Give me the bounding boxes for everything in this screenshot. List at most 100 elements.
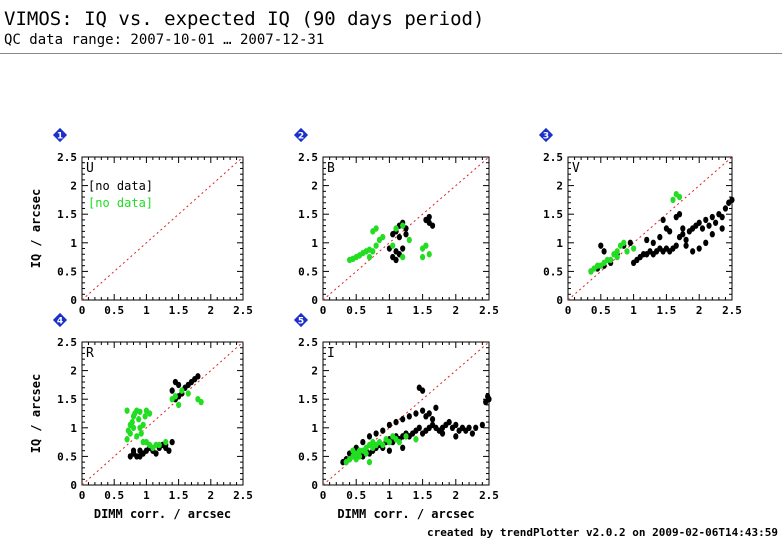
data-point-black bbox=[153, 450, 159, 457]
data-point-black bbox=[696, 219, 702, 226]
data-point-green bbox=[676, 193, 683, 201]
data-point-green bbox=[406, 236, 412, 244]
data-point-black bbox=[416, 424, 422, 431]
x-tick-label: 1 bbox=[386, 304, 393, 317]
x-tick-label: 1 bbox=[386, 489, 393, 502]
y-tick-label: 2.5 bbox=[298, 151, 318, 164]
data-point-green bbox=[134, 433, 140, 440]
x-tick-label: 1 bbox=[143, 489, 150, 502]
y-axis-label: IQ / arcsec bbox=[29, 189, 43, 268]
x-tick-label: 2 bbox=[452, 489, 459, 502]
data-point-black bbox=[400, 416, 406, 423]
data-point-green bbox=[198, 398, 204, 406]
x-tick-label: 0.5 bbox=[104, 304, 124, 317]
data-point-black bbox=[373, 430, 379, 437]
y-tick-label: 0 bbox=[70, 294, 77, 307]
data-point-green bbox=[373, 242, 379, 249]
y-tick-label: 0 bbox=[556, 294, 563, 307]
y-tick-label: 2 bbox=[311, 180, 318, 193]
data-point-black bbox=[386, 421, 392, 429]
plot-frame bbox=[81, 341, 244, 486]
data-point-green bbox=[400, 222, 406, 229]
data-point-black bbox=[601, 248, 607, 255]
one-to-one-reference-line bbox=[81, 341, 244, 486]
x-tick-label: 0.5 bbox=[346, 489, 366, 502]
data-point-green bbox=[140, 438, 146, 446]
data-point-black bbox=[466, 424, 472, 431]
data-point-green bbox=[370, 228, 376, 235]
data-point-black bbox=[473, 424, 479, 431]
data-point-black bbox=[453, 433, 459, 440]
data-point-black bbox=[713, 219, 719, 226]
data-point-green bbox=[420, 253, 426, 261]
x-tick-label: 2 bbox=[696, 304, 703, 317]
y-tick-label: 0 bbox=[311, 294, 318, 307]
data-point-black bbox=[393, 418, 399, 426]
chart-panel-r: 4 0 0.5 1 1.5 2 2.5 0 0.5 1 1.5 2 2.5 R IQ / arcsec DIM… bbox=[29, 312, 253, 521]
y-tick-label: 1.5 bbox=[57, 393, 77, 406]
data-point-black bbox=[683, 236, 689, 244]
data-point-green bbox=[413, 436, 419, 443]
data-point-black bbox=[709, 213, 715, 221]
data-point-black bbox=[423, 216, 429, 224]
x-tick-label: 2.5 bbox=[479, 489, 499, 502]
data-point-black bbox=[400, 245, 406, 252]
x-tick-label: 1.5 bbox=[656, 304, 676, 317]
plot-frame bbox=[322, 156, 490, 301]
data-point-black bbox=[696, 245, 702, 252]
data-point-black bbox=[683, 242, 689, 249]
data-point-black bbox=[446, 418, 452, 426]
band-label: I bbox=[327, 346, 335, 361]
chart-panel-u: 1 0 0.5 1 1.5 2 2.5 0 0.5 1 1.5 2 2.5 U [no data] [no d… bbox=[29, 127, 253, 317]
data-point-green bbox=[137, 408, 143, 415]
y-tick-label: 2.5 bbox=[57, 336, 77, 349]
y-tick-label: 1 bbox=[70, 422, 77, 435]
data-point-green bbox=[176, 401, 182, 409]
data-point-green bbox=[163, 438, 169, 446]
data-point-black bbox=[486, 396, 492, 403]
data-point-black bbox=[469, 430, 475, 437]
y-tick-label: 1.5 bbox=[57, 208, 77, 221]
x-tick-label: 1 bbox=[630, 304, 637, 317]
data-point-green bbox=[396, 438, 402, 446]
data-point-green bbox=[386, 438, 392, 446]
data-point-black bbox=[703, 239, 709, 246]
y-tick-label: 1 bbox=[311, 237, 318, 250]
data-point-green bbox=[393, 225, 399, 232]
x-tick-label: 0 bbox=[79, 304, 86, 317]
data-point-black bbox=[172, 378, 178, 386]
data-point-green bbox=[136, 416, 142, 423]
data-point-black bbox=[650, 239, 656, 246]
chart-panel-b: 2 0 0.5 1 1.5 2 2.5 0 0.5 1 1.5 2 2.5 B bbox=[293, 127, 499, 317]
band-label: R bbox=[86, 346, 94, 361]
data-point-black bbox=[703, 216, 709, 224]
data-point-green bbox=[130, 424, 137, 431]
badge-number: 4 bbox=[57, 317, 63, 327]
data-point-black bbox=[673, 242, 679, 249]
chart-panel-v: 3 0 0.5 1 1.5 2 2.5 0 0.5 1 1.5 2 2.5 V bbox=[538, 127, 742, 317]
data-point-green bbox=[127, 430, 133, 437]
y-tick-label: 0 bbox=[311, 479, 318, 492]
data-point-black bbox=[706, 222, 712, 229]
credit-footer: created by trendPlotter v2.0.2 on 2009-0… bbox=[427, 526, 778, 539]
data-point-green bbox=[140, 421, 146, 429]
no-data-annotation: [no data] bbox=[88, 196, 153, 210]
y-tick-label: 1.5 bbox=[543, 208, 563, 221]
badge-number: 5 bbox=[298, 317, 304, 327]
data-point-green bbox=[380, 441, 386, 449]
y-tick-label: 0.5 bbox=[57, 265, 77, 278]
data-point-green bbox=[670, 196, 676, 204]
y-tick-label: 2 bbox=[70, 180, 77, 193]
y-tick-label: 2 bbox=[556, 180, 563, 193]
plot-frame bbox=[81, 156, 244, 301]
data-point-black bbox=[699, 225, 706, 232]
x-tick-label: 1.5 bbox=[413, 489, 433, 502]
data-point-black bbox=[423, 413, 429, 420]
data-point-black bbox=[680, 225, 686, 232]
page-subtitle: QC data range: 2007-10-01 … 2007-12-31 bbox=[4, 32, 325, 48]
y-tick-label: 0.5 bbox=[298, 265, 318, 278]
data-point-black bbox=[690, 248, 696, 255]
data-point-green bbox=[608, 256, 614, 264]
x-tick-label: 0.5 bbox=[346, 304, 366, 317]
data-point-green bbox=[350, 447, 356, 454]
